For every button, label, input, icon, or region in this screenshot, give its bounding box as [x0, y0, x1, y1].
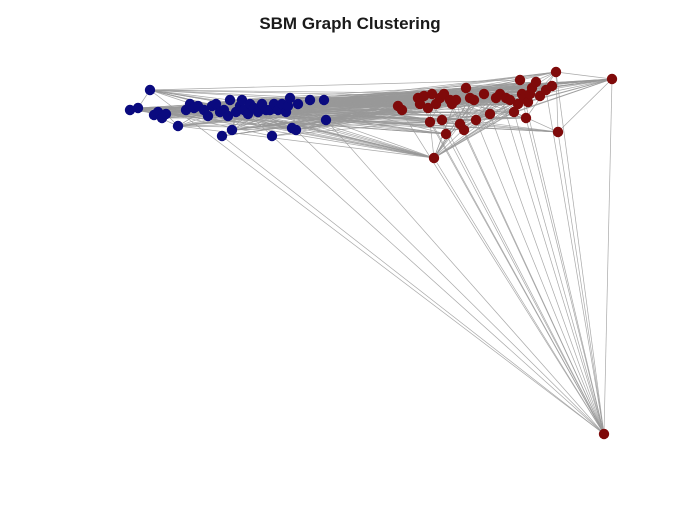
graph-edge [221, 135, 605, 435]
graph-node-cluster-2 [606, 73, 618, 85]
graph-node-cluster-1 [124, 104, 136, 116]
graph-edge [325, 119, 605, 435]
graph-node-cluster-1 [252, 106, 264, 118]
graph-edge [433, 99, 475, 159]
graph-edge [513, 111, 559, 133]
graph-edge [489, 113, 605, 435]
graph-edge [473, 99, 515, 113]
graph-edge [137, 107, 435, 159]
graph-edge [463, 129, 605, 435]
graph-edge [429, 121, 435, 159]
graph-node-cluster-1 [284, 92, 296, 104]
graph-node-cluster-2 [508, 106, 520, 118]
graph-edge [555, 71, 613, 80]
graph-node-cluster-2 [522, 96, 534, 108]
graph-edge [441, 119, 605, 435]
graph-node-cluster-2 [478, 88, 490, 100]
graph-node-cluster-2 [422, 102, 434, 114]
graph-node-cluster-2 [450, 94, 462, 106]
graph-node-cluster-1 [318, 94, 330, 106]
graph-edge [475, 119, 605, 435]
graph-node-cluster-2 [484, 108, 496, 120]
graph-edge [129, 109, 431, 123]
graph-edge [235, 111, 435, 159]
graph-node-cluster-2 [552, 126, 564, 138]
graph-node-cluster-1 [132, 102, 144, 114]
graph-edge [295, 129, 605, 435]
graph-node-cluster-1 [266, 130, 278, 142]
graph-edge [445, 133, 605, 435]
graph-node-cluster-1 [172, 120, 184, 132]
graph-node-cluster-2 [530, 76, 542, 88]
graph-edge [177, 125, 435, 159]
graph-edge [149, 89, 605, 435]
graph-node-cluster-1 [202, 110, 214, 122]
graph-edge [525, 117, 605, 435]
graph-node-cluster-2 [458, 124, 470, 136]
graph-node-cluster-1 [160, 108, 172, 120]
graph-node-cluster-1 [282, 100, 294, 112]
graph-edge [227, 115, 435, 159]
graph-node-cluster-2 [440, 128, 452, 140]
graph-edge [499, 93, 605, 435]
graph-edge [287, 78, 613, 107]
graph-node-cluster-2 [468, 94, 480, 106]
graph-edge [397, 105, 605, 435]
edges-layer [129, 71, 613, 435]
graph-edge [239, 105, 435, 159]
graph-node-cluster-2 [550, 66, 562, 78]
chart-title: SBM Graph Clustering [259, 14, 441, 33]
graph-node-cluster-1 [222, 110, 234, 122]
graph-edge [433, 157, 605, 435]
graph-edge [229, 81, 537, 101]
graph-node-cluster-1 [216, 130, 228, 142]
graph-node-cluster-1 [320, 114, 332, 126]
graph-node-cluster-1 [304, 94, 316, 106]
graph-edge [557, 78, 613, 133]
graph-edge [309, 99, 559, 133]
graph-node-cluster-2 [598, 428, 610, 440]
graph-node-cluster-2 [396, 104, 408, 116]
graph-edge [603, 78, 613, 435]
graph-node-cluster-2 [546, 80, 558, 92]
graph-edge [555, 71, 559, 133]
graph-edge [545, 89, 605, 435]
graph-edge [433, 97, 471, 159]
graph-node-cluster-2 [514, 74, 526, 86]
graph-node-cluster-2 [414, 98, 426, 110]
graph-node-cluster-2 [426, 88, 438, 100]
graph-node-cluster-1 [290, 124, 302, 136]
graph-edge [271, 135, 605, 435]
graph-node-cluster-2 [436, 114, 448, 126]
graph-node-cluster-2 [470, 114, 482, 126]
graph-edge [519, 79, 605, 435]
nodes-layer [124, 66, 618, 440]
graph-node-cluster-1 [210, 98, 222, 110]
graph-edge [149, 79, 521, 91]
graph-node-cluster-2 [428, 152, 440, 164]
graph-node-cluster-1 [224, 94, 236, 106]
graph-node-cluster-1 [292, 98, 304, 110]
graph-node-cluster-2 [520, 112, 532, 124]
graph-node-cluster-1 [226, 124, 238, 136]
graph-edge [555, 71, 605, 435]
graph-node-cluster-1 [144, 84, 156, 96]
graph-node-cluster-2 [424, 116, 436, 128]
graph-node-cluster-2 [418, 90, 430, 102]
graph-edge [513, 111, 605, 435]
graph-edge [429, 121, 605, 435]
graph-node-cluster-1 [236, 94, 248, 106]
graph-edge [557, 131, 605, 435]
graph-node-cluster-2 [504, 94, 516, 106]
graph-node-cluster-2 [460, 82, 472, 94]
graph-edge [265, 109, 435, 159]
graph-edge [153, 111, 515, 116]
